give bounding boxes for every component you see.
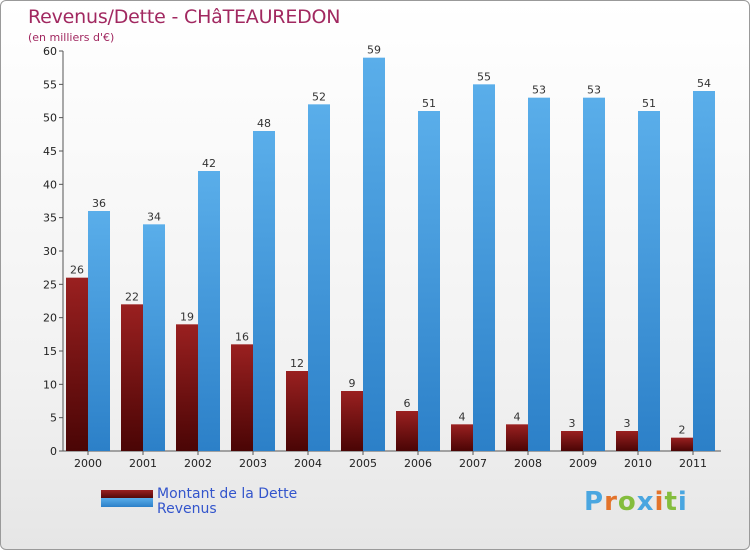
logo-letter: t xyxy=(664,487,678,517)
bar-revenus xyxy=(693,91,715,451)
data-label-dette: 9 xyxy=(349,377,356,390)
bar-revenus xyxy=(473,84,495,451)
logo-letter: i xyxy=(677,487,688,517)
bar-dette xyxy=(396,411,418,451)
logo-letter: o xyxy=(617,487,637,517)
proxiti-logo: Proxiti xyxy=(584,487,688,517)
x-tick-label: 2010 xyxy=(624,457,652,470)
y-tick-label: 10 xyxy=(43,378,57,391)
y-tick-label: 5 xyxy=(50,412,57,425)
x-tick-label: 2009 xyxy=(569,457,597,470)
x-tick-label: 2007 xyxy=(459,457,487,470)
legend-label-dette: Montant de la Dette xyxy=(157,486,298,502)
x-tick-label: 2003 xyxy=(239,457,267,470)
y-tick-label: 25 xyxy=(43,278,57,291)
y-tick-label: 50 xyxy=(43,112,57,125)
data-label-dette: 3 xyxy=(624,417,631,430)
x-tick-label: 2001 xyxy=(129,457,157,470)
data-label-revenus: 42 xyxy=(202,157,216,170)
data-label-dette: 12 xyxy=(290,357,304,370)
bar-revenus xyxy=(198,171,220,451)
legend-swatch-dette xyxy=(101,490,153,499)
data-label-dette: 4 xyxy=(459,410,466,423)
data-label-dette: 2 xyxy=(679,424,686,437)
chart-subtitle: (en milliers d'€) xyxy=(28,31,115,44)
bar-dette xyxy=(176,324,198,451)
data-label-dette: 19 xyxy=(180,310,194,323)
data-label-revenus: 48 xyxy=(257,117,271,130)
bar-dette xyxy=(66,277,88,451)
bar-revenus xyxy=(308,104,330,451)
bar-revenus xyxy=(253,131,275,451)
y-tick-label: 40 xyxy=(43,178,57,191)
data-label-revenus: 34 xyxy=(147,210,161,223)
data-label-revenus: 55 xyxy=(477,70,491,83)
x-tick-label: 2008 xyxy=(514,457,542,470)
y-tick-label: 15 xyxy=(43,345,57,358)
bar-revenus xyxy=(143,224,165,451)
data-label-revenus: 54 xyxy=(697,77,711,90)
x-tick-label: 2006 xyxy=(404,457,432,470)
chart-title: Revenus/Dette - CHâTEAUREDON xyxy=(28,6,341,28)
bar-revenus xyxy=(363,57,385,452)
bar-dette xyxy=(616,431,638,451)
bar-dette xyxy=(286,371,308,451)
data-label-dette: 3 xyxy=(569,417,576,430)
data-label-dette: 16 xyxy=(235,330,249,343)
logo-letter: P xyxy=(584,487,605,517)
x-tick-label: 2011 xyxy=(679,457,707,470)
bar-revenus xyxy=(528,97,550,452)
data-label-revenus: 51 xyxy=(422,97,436,110)
x-tick-label: 2004 xyxy=(294,457,322,470)
bar-dette xyxy=(121,304,143,451)
bar-dette xyxy=(341,391,363,451)
y-tick-label: 30 xyxy=(43,245,57,258)
data-label-dette: 26 xyxy=(70,264,84,277)
data-label-revenus: 53 xyxy=(532,84,546,97)
data-label-revenus: 53 xyxy=(587,84,601,97)
bar-dette xyxy=(506,424,528,451)
data-label-dette: 6 xyxy=(404,397,411,410)
data-label-dette: 4 xyxy=(514,410,521,423)
bar-dette xyxy=(451,424,473,451)
data-label-revenus: 52 xyxy=(312,90,326,103)
y-tick-label: 60 xyxy=(43,45,57,58)
x-tick-label: 2005 xyxy=(349,457,377,470)
legend-swatch-revenus xyxy=(101,498,153,507)
bar-dette xyxy=(561,431,583,451)
legend-label-revenus: Revenus xyxy=(157,501,217,517)
data-label-revenus: 51 xyxy=(642,97,656,110)
y-tick-label: 45 xyxy=(43,145,57,158)
bar-revenus xyxy=(418,111,440,451)
data-label-revenus: 36 xyxy=(92,197,106,210)
logo-letter: x xyxy=(636,487,655,517)
logo-letter: i xyxy=(654,487,665,517)
logo-letter: r xyxy=(604,487,618,517)
y-tick-label: 20 xyxy=(43,312,57,325)
bar-revenus xyxy=(638,111,660,451)
x-tick-label: 2002 xyxy=(184,457,212,470)
bar-revenus xyxy=(88,211,110,451)
y-tick-label: 35 xyxy=(43,212,57,225)
data-label-dette: 22 xyxy=(125,290,139,303)
y-tick-label: 55 xyxy=(43,78,57,91)
x-tick-label: 2000 xyxy=(74,457,102,470)
bar-dette xyxy=(671,437,693,451)
bar-revenus xyxy=(583,97,605,452)
data-label-revenus: 59 xyxy=(367,44,381,57)
bar-dette xyxy=(231,344,253,451)
y-tick-label: 0 xyxy=(50,445,57,458)
